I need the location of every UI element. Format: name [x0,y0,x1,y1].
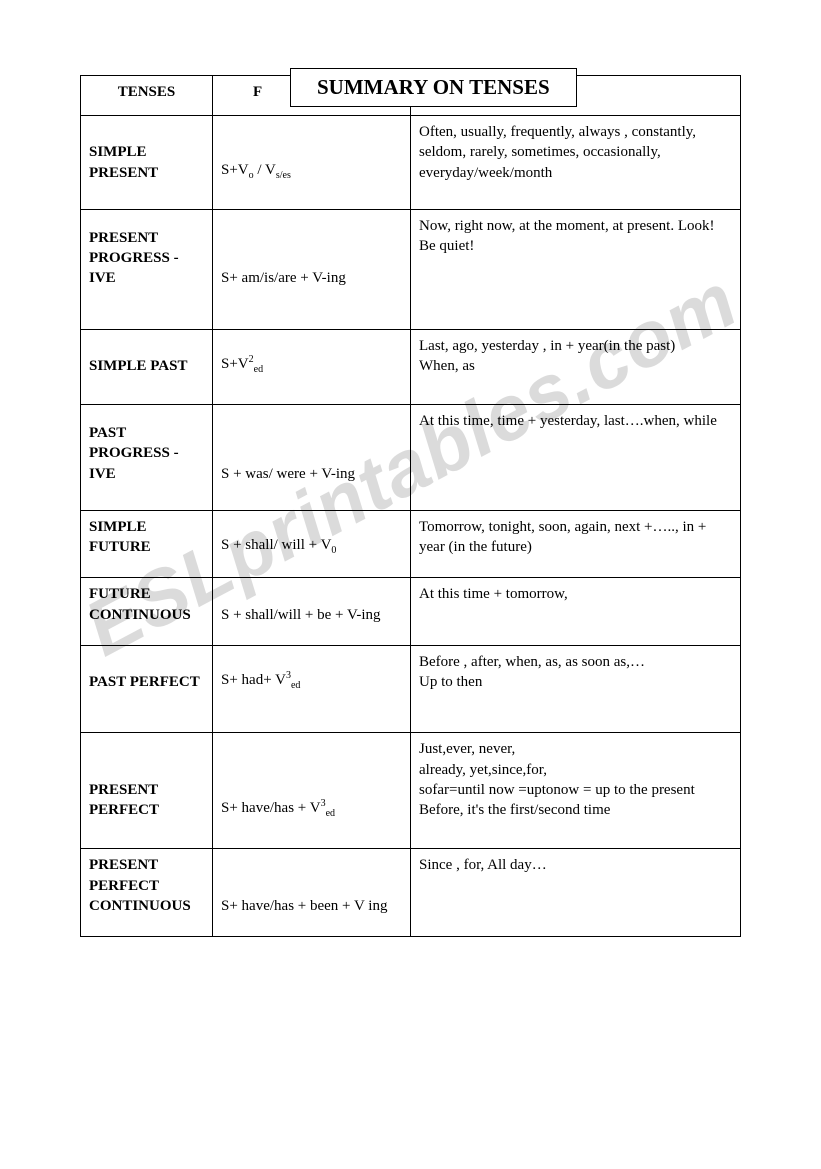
tense-cell: PRESENT PROGRESS - IVE [81,209,213,329]
adverb-line: Up to then [419,672,732,692]
tense-cell: PRESENT PERFECT CONTINUOUS [81,849,213,937]
form-text: S + was/ were + V-ing [221,464,402,484]
table-row: SIMPLE PAST S+V2ed Last, ago, yesterday ,… [81,329,741,405]
adverb-line: At this time + tomorrow, [419,584,732,604]
adverb-cell: Since , for, All day… [411,849,741,937]
adverb-line: sofar=until now =uptonow = up to the pre… [419,780,732,800]
tense-name: PRESENT PERFECT [89,780,204,821]
form-text: S+ have/has + been + V ing [221,896,402,916]
form-cell: S+ had+ V3ed [213,645,411,733]
tense-name: SIMPLE PRESENT [89,142,204,183]
tense-cell: FUTURE CONTINUOUS [81,578,213,646]
table-row: PRESENT PERFECT CONTINUOUS S+ have/has + … [81,849,741,937]
form-cell: S + shall/will + be + V-ing [213,578,411,646]
table-row: SIMPLE PRESENT S+Vo / Vs/es Often, usually… [81,116,741,210]
table-row: PAST PERFECT S+ had+ V3ed Before , after, … [81,645,741,733]
table-row: SIMPLE FUTURE S + shall/ will + V0 Tomorro… [81,510,741,578]
adverb-line: Just,ever, never, [419,739,732,759]
tense-cell: SIMPLE FUTURE [81,510,213,578]
form-text: S + shall/will + be + V-ing [221,605,402,625]
form-cell: S+V2ed [213,329,411,405]
tense-cell: SIMPLE PRESENT [81,116,213,210]
form-text: S + shall/ will + V0 [221,535,402,558]
adverb-cell: Last, ago, yesterday , in + year(in the … [411,329,741,405]
adverb-line: Before , after, when, as, as soon as,… [419,652,732,672]
tense-name: PAST PROGRESS - IVE [89,423,204,484]
tense-name: FUTURE CONTINUOUS [89,584,204,625]
tense-cell: SIMPLE PAST [81,329,213,405]
form-cell: S + was/ were + V-ing [213,405,411,511]
adverb-cell: Before , after, when, as, as soon as,…Up… [411,645,741,733]
adverb-line: Tomorrow, tonight, soon, again, next +….… [419,517,732,558]
tense-cell: PAST PROGRESS - IVE [81,405,213,511]
adverb-line: Now, right now, at the moment, at presen… [419,216,732,236]
tense-name: PRESENT PERFECT CONTINUOUS [89,855,204,916]
title-box: SUMMARY ON TENSES [290,68,577,107]
tense-name: PRESENT PROGRESS - IVE [89,228,204,289]
form-text: S+ had+ V3ed [221,669,402,693]
adverb-line: Before, it's the first/second time [419,800,732,820]
form-cell: S+ am/is/are + V-ing [213,209,411,329]
adverb-line: already, yet,since,for, [419,760,732,780]
adverb-line: Last, ago, yesterday , in + year(in the … [419,336,732,356]
adverb-cell: At this time, time + yesterday, last….wh… [411,405,741,511]
tense-cell: PRESENT PERFECT [81,733,213,849]
adverb-line: When, as [419,356,732,376]
adverb-cell: Now, right now, at the moment, at presen… [411,209,741,329]
adverb-cell: Tomorrow, tonight, soon, again, next +….… [411,510,741,578]
table-row: PRESENT PERFECT S+ have/has + V3ed Just,ev… [81,733,741,849]
adverb-cell: Often, usually, frequently, always , con… [411,116,741,210]
form-text: S+V2ed [221,353,402,377]
form-cell: S+ have/has + been + V ing [213,849,411,937]
form-cell: S+ have/has + V3ed [213,733,411,849]
table-row: PRESENT PROGRESS - IVE S+ am/is/are + V-i… [81,209,741,329]
tenses-table: TENSES F SIMPLE PRESENTS+Vo / Vs/esOften… [80,75,741,937]
table-row: PAST PROGRESS - IVE S + was/ were + V-ing… [81,405,741,511]
form-text: S+ am/is/are + V-ing [221,268,402,288]
page-title: SUMMARY ON TENSES [317,75,550,99]
tense-cell: PAST PERFECT [81,645,213,733]
adverb-cell: At this time + tomorrow, [411,578,741,646]
adverb-line: Since , for, All day… [419,855,732,875]
form-text: S+Vo / Vs/es [221,160,402,183]
form-cell: S + shall/ will + V0 [213,510,411,578]
tense-name: PAST PERFECT [89,672,204,692]
form-cell: S+Vo / Vs/es [213,116,411,210]
header-tenses: TENSES [81,76,213,116]
form-text: S+ have/has + V3ed [221,797,402,821]
tense-name: SIMPLE PAST [89,356,204,376]
tense-name: SIMPLE FUTURE [89,517,204,558]
document-page: SUMMARY ON TENSES ESLprintables.com TENS… [0,0,821,937]
table-body: SIMPLE PRESENT S+Vo / Vs/es Often, usually… [81,116,741,937]
adverb-cell: Just,ever, never,already, yet,since,for,… [411,733,741,849]
adverb-line: Often, usually, frequently, always , con… [419,122,732,183]
table-row: FUTURE CONTINUOUS S + shall/will + be + V… [81,578,741,646]
adverb-line: Be quiet! [419,236,732,256]
adverb-line: At this time, time + yesterday, last….wh… [419,411,732,431]
